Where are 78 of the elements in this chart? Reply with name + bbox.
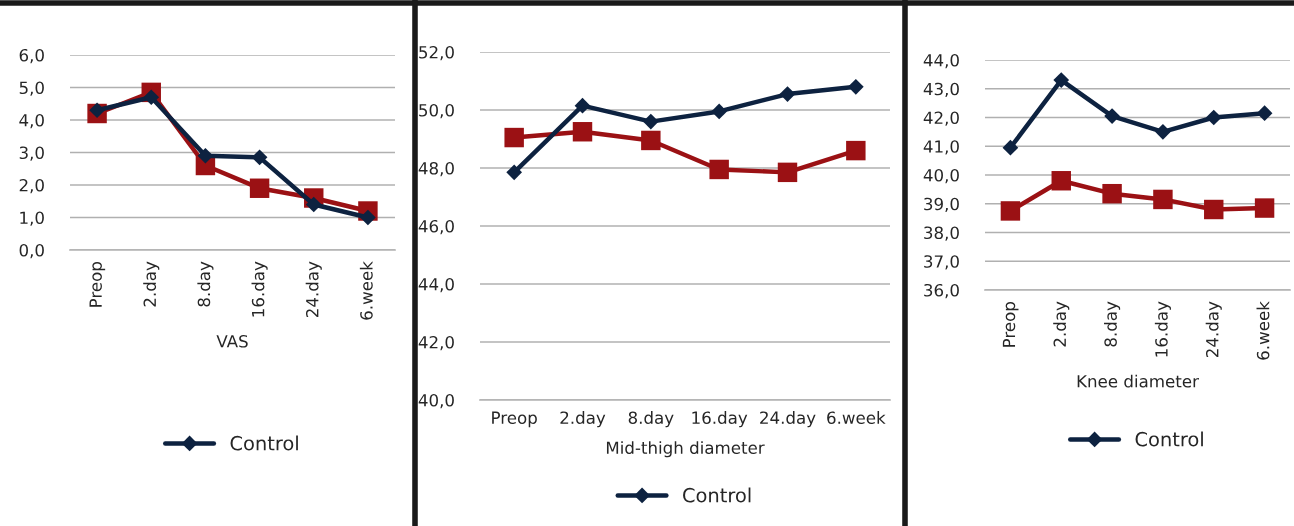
x-tick-label: 8.day [628,411,674,428]
y-tick-label: 46,0 [418,219,454,235]
point [847,78,864,95]
point [777,162,798,183]
point [1102,183,1122,204]
x-tick-label: 16.day [251,261,268,317]
point [251,149,268,166]
point [506,164,523,181]
x-tick-label: 24.day [760,411,816,428]
point [1104,108,1120,124]
point [143,89,160,106]
x-axis-title: Mid-thigh diameter [606,441,765,458]
y-tick-label: 40,0 [923,168,959,184]
y-tick-label: 41,0 [923,140,959,155]
point [1204,199,1224,220]
point [1000,201,1021,221]
point [1205,109,1222,126]
point [641,130,661,151]
y-tick-label: 1,0 [20,211,44,226]
point [642,113,659,130]
x-tick-label: 8.day [197,261,214,307]
point [1153,189,1173,210]
point [1051,171,1071,191]
point [1002,139,1019,156]
x-tick-label: 16.day [692,411,748,428]
point [846,140,866,161]
y-tick-label: 39,0 [924,197,959,213]
x-tick-label: Preop [89,262,106,307]
point [197,147,214,164]
point [779,86,796,102]
y-tick-label: 42,0 [418,335,454,351]
x-tick-label: 24.day [1205,301,1222,358]
point [249,178,270,198]
y-tick-label: 48,0 [418,161,454,177]
legend-label: Control [230,435,298,451]
x-axis-title: Knee diameter [1077,374,1199,388]
point [504,127,524,148]
y-tick-label: 44,0 [923,53,959,69]
y-tick-label: 50,0 [419,103,454,119]
point [89,102,105,119]
point [574,97,591,114]
y-tick-label: 43,0 [923,82,959,98]
y-tick-label: 38,0 [924,226,959,241]
point [1256,105,1273,122]
x-tick-label: 6.week [359,261,373,320]
legend-label: Control [683,487,751,503]
point [1053,72,1070,88]
point [1155,124,1171,140]
x-tick-label: 2.day [1053,301,1070,347]
point [1254,198,1275,218]
y-tick-label: 36,0 [924,283,959,299]
x-tick-label: Preop [492,411,537,428]
x-tick-label: 2.day [143,261,160,307]
point [709,159,729,180]
y-tick-label: 5,0 [19,81,44,96]
x-tick-label: Preop [1002,302,1019,347]
point [711,103,728,120]
x-tick-label: 24.day [305,261,322,318]
x-tick-label: 6.week [1256,301,1270,360]
y-tick-label: 40,0 [418,393,454,409]
x-axis-title: VAS [216,334,248,348]
y-tick-label: 4,0 [19,113,44,129]
legend-label: Control [1135,431,1203,447]
y-tick-label: 42,0 [923,111,959,126]
y-tick-label: 0,0 [19,243,44,259]
x-tick-label: 8.day [1104,301,1121,347]
y-tick-label: 6,0 [19,48,44,64]
y-tick-label: 37,0 [924,255,959,270]
point [572,122,593,142]
y-tick-label: 52,0 [419,45,454,61]
y-tick-label: 44,0 [418,277,454,293]
x-tick-label: 16.day [1154,301,1171,357]
point [305,196,322,213]
y-tick-label: 2,0 [19,178,44,194]
x-tick-label: 6.week [827,411,886,425]
y-tick-label: 3,0 [19,146,44,161]
x-tick-label: 2.day [560,411,606,428]
point [360,209,376,226]
